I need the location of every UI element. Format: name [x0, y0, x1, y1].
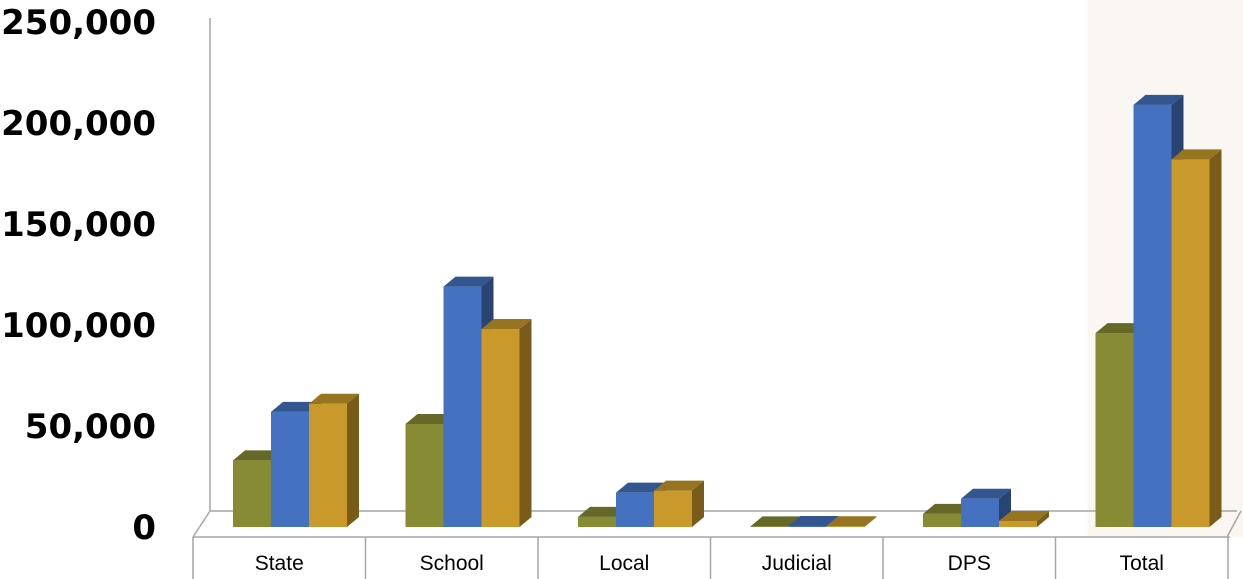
bar-top: [788, 515, 839, 526]
bar-side: [864, 516, 877, 527]
bar-top: [233, 450, 283, 461]
y-tick-label: 200,000: [1, 104, 156, 144]
bar-front: [271, 411, 309, 527]
x-tick-label: Total: [1120, 552, 1164, 575]
bar: [481, 319, 532, 527]
bar-front: [616, 492, 654, 527]
bar-top: [1095, 323, 1146, 334]
y-tick-label: 50,000: [25, 407, 156, 447]
x-tick-label: Judicial: [762, 552, 832, 575]
bar-front: [788, 525, 827, 527]
bar-top: [578, 506, 628, 517]
bar: [826, 516, 877, 527]
bar-top: [1133, 94, 1184, 105]
bar-top: [309, 393, 359, 404]
bar: [1171, 149, 1222, 528]
bars: [233, 94, 1222, 528]
bar-front: [826, 526, 865, 527]
y-axis-ticks: 0 50,000 100,000 150,000 200,000 250,000: [1, 3, 156, 548]
bar-top: [999, 510, 1049, 521]
bar-front: [443, 286, 482, 527]
bar-front: [654, 490, 692, 527]
bar-side: [692, 480, 704, 527]
bar-front: [1095, 333, 1134, 527]
x-tick-label: Local: [599, 552, 649, 575]
bar-top: [405, 413, 456, 424]
bar-top: [826, 516, 877, 527]
bar-front: [233, 460, 271, 527]
x-tick-label: DPS: [948, 552, 991, 575]
bar-front: [750, 526, 789, 527]
y-tick-label: 250,000: [1, 3, 156, 43]
bar-top: [481, 319, 532, 330]
bar-front: [923, 513, 961, 527]
bar: [309, 393, 359, 527]
x-tick-label: School: [420, 552, 484, 575]
floor-left-edge: [192, 510, 211, 538]
bar-front: [999, 520, 1037, 527]
floor-right-edge: [1226, 510, 1242, 538]
axis-walls: [192, 18, 1242, 538]
bar-front: [1171, 159, 1210, 528]
bar-side: [1209, 149, 1222, 528]
bar-front: [405, 423, 444, 527]
bar-top: [750, 516, 801, 527]
bar-front: [578, 516, 616, 527]
bar-top: [923, 503, 973, 514]
bar-front: [309, 403, 347, 527]
bar-top: [443, 276, 494, 287]
x-tick-label: State: [255, 552, 304, 575]
y-tick-label: 100,000: [1, 306, 156, 346]
bar-top: [654, 480, 704, 491]
category-table: State School Local Judicial DPS Total: [192, 536, 1230, 579]
bar-front: [961, 498, 999, 527]
bar-front: [1133, 104, 1172, 527]
y-tick-label: 150,000: [1, 205, 156, 245]
bar: [654, 480, 704, 527]
y-tick-label: 0: [132, 508, 156, 548]
bar-top: [271, 401, 321, 412]
bar-side: [519, 319, 532, 527]
bar-top: [1171, 149, 1222, 160]
bar-top: [616, 482, 666, 493]
bar-side: [1037, 510, 1049, 527]
bar: [961, 488, 1011, 527]
bar: [999, 510, 1049, 527]
bar-front: [481, 329, 520, 527]
bar-side: [347, 393, 359, 527]
bar-top: [961, 488, 1011, 499]
